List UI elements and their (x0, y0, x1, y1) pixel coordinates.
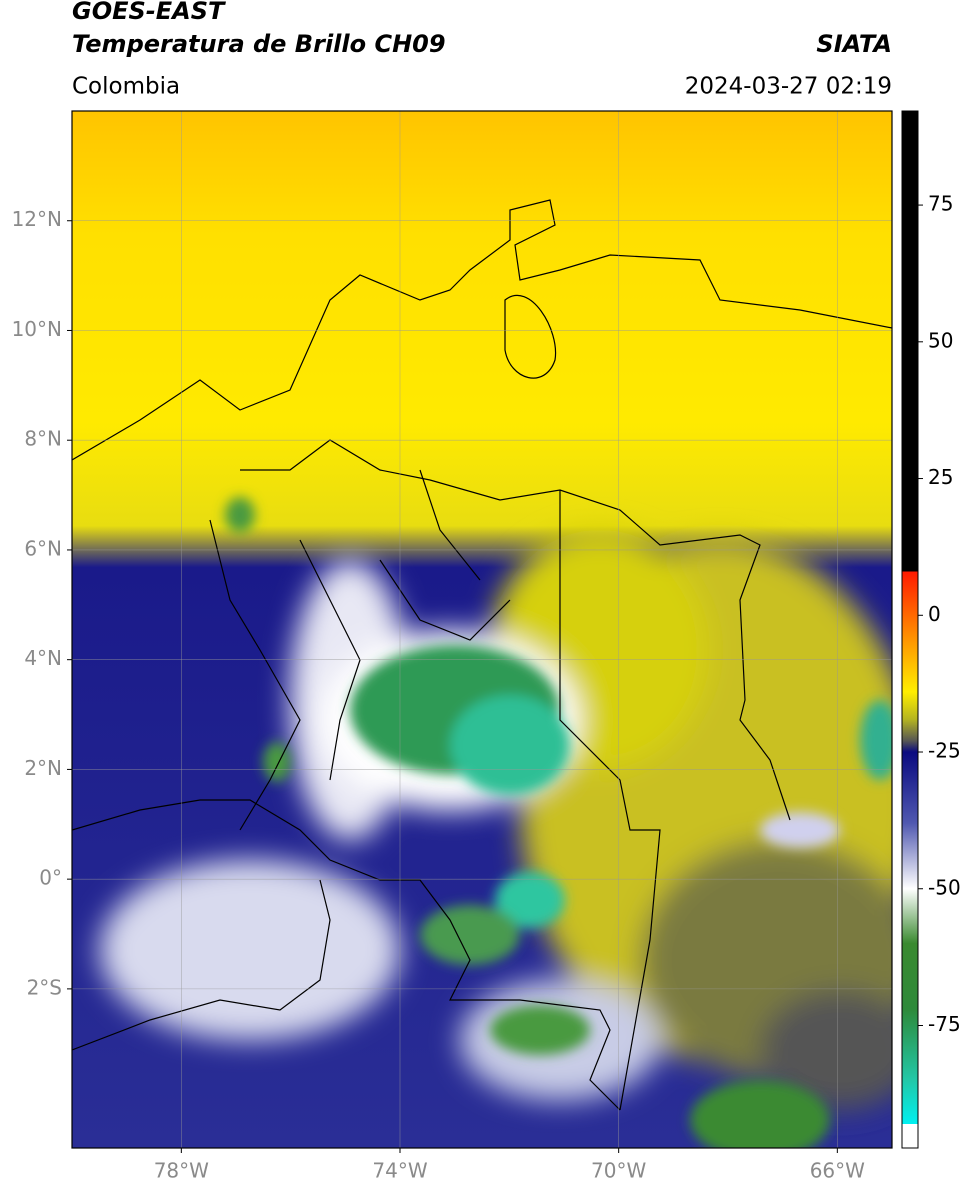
lat-tick-label: 2°S (27, 975, 62, 999)
colorbar-tick-label: 0 (928, 602, 941, 626)
map-frame (71, 110, 893, 1149)
title: GOES-EAST (72, 0, 226, 25)
colorbar-tick-label: -75 (928, 1012, 961, 1036)
colorbar-tick-label: 50 (928, 328, 953, 352)
colorbar-tick-label: 25 (928, 465, 953, 489)
lat-tick-label: 2°N (24, 756, 62, 780)
colorbar-tick-label: -25 (928, 739, 961, 763)
satellite-image (72, 111, 892, 1148)
lon-tick-label: 70°W (591, 1159, 646, 1183)
lon-tick-label: 74°W (372, 1159, 427, 1183)
lat-tick-label: 12°N (12, 207, 62, 231)
lon-tick-label: 66°W (810, 1159, 865, 1183)
colorbar (901, 110, 919, 1149)
lon-tick-label: 78°W (154, 1159, 209, 1183)
lat-tick-label: 4°N (24, 646, 62, 670)
colorbar-tick-label: -50 (928, 875, 961, 899)
lat-tick-label: 6°N (24, 536, 62, 560)
graticule (72, 111, 892, 1148)
region: Colombia (72, 74, 180, 100)
lat-tick-label: 0° (39, 866, 62, 890)
lat-tick-label: 8°N (24, 427, 62, 451)
subtitle: Temperatura de Brillo CH09 (72, 30, 446, 58)
source: SIATA (816, 30, 892, 58)
datetime: 2024-03-27 02:19 (685, 74, 892, 100)
colorbar-tick-label: 75 (928, 192, 953, 216)
lat-tick-label: 10°N (12, 317, 62, 341)
